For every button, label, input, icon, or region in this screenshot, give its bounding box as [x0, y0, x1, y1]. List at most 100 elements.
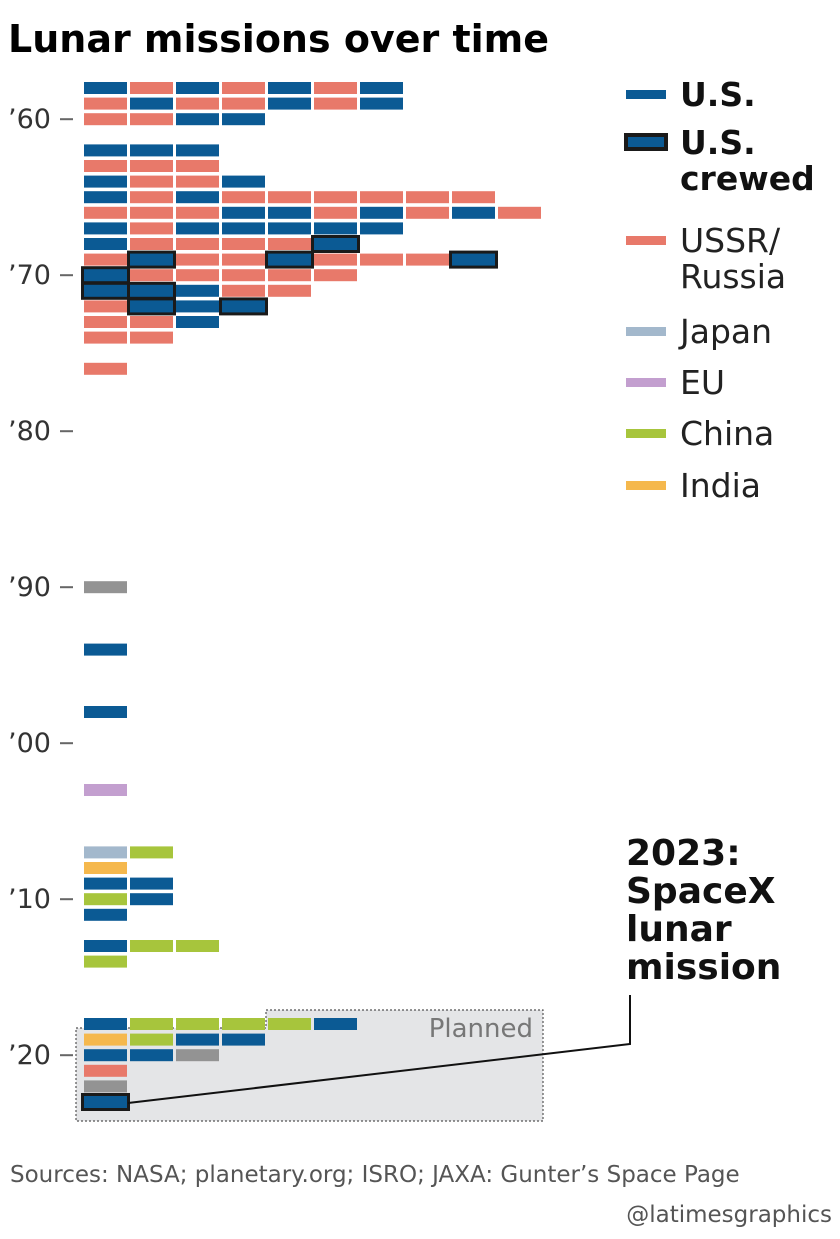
mission-bar — [130, 284, 173, 297]
mission-bar — [84, 846, 127, 859]
mission-bar — [360, 82, 403, 94]
mission-bar — [268, 253, 311, 266]
mission-bar — [84, 877, 127, 890]
mission-bar — [314, 97, 357, 110]
mission-bar — [130, 300, 173, 313]
mission-bar — [130, 269, 173, 282]
mission-bar — [176, 238, 219, 250]
y-tick-label: ’10 — [8, 884, 51, 915]
mission-bar — [130, 1018, 173, 1030]
mission-bar — [406, 206, 449, 219]
mission-bar — [130, 206, 173, 219]
mission-bar — [84, 82, 127, 94]
mission-bar — [314, 82, 357, 94]
legend-label: China — [680, 414, 774, 453]
mission-bar — [84, 206, 127, 219]
mission-bar — [452, 206, 495, 219]
legend-swatch — [626, 90, 666, 99]
mission-bar — [176, 82, 219, 94]
mission-bar — [84, 362, 127, 375]
mission-bar — [222, 253, 265, 266]
mission-bar — [222, 206, 265, 219]
annotation-line-3: lunar — [626, 909, 732, 950]
mission-bar — [84, 1064, 127, 1077]
mission-bar — [452, 191, 495, 204]
mission-bar — [176, 97, 219, 110]
mission-bar — [84, 113, 127, 126]
mission-bar — [130, 97, 173, 110]
mission-bar — [176, 113, 219, 126]
legend-label: India — [680, 466, 761, 505]
mission-bar — [130, 82, 173, 94]
mission-bar — [84, 160, 127, 172]
credit: @latimesgraphics — [626, 1202, 832, 1228]
mission-bar — [222, 284, 265, 297]
y-axis: ’60 ’70 ’80 ’90 ’00 ’10 ’20 — [8, 104, 73, 1071]
annotation-line-4: mission — [626, 947, 781, 988]
mission-bar — [130, 238, 173, 250]
mission-bar — [268, 222, 311, 235]
mission-bar — [84, 284, 127, 297]
mission-bar — [84, 269, 127, 282]
mission-bar — [314, 238, 357, 250]
mission-bar — [406, 191, 449, 204]
mission-bar — [268, 82, 311, 94]
mission-bar — [222, 97, 265, 110]
mission-bar — [222, 175, 265, 188]
mission-bar — [360, 253, 403, 266]
mission-bar — [130, 846, 173, 859]
mission-bar — [84, 1049, 127, 1062]
mission-bar — [84, 222, 127, 235]
mission-bar — [84, 893, 127, 906]
mission-bar — [176, 1018, 219, 1030]
mission-bar — [176, 253, 219, 266]
legend-swatch — [626, 236, 666, 245]
mission-bar — [130, 175, 173, 188]
mission-bar — [314, 206, 357, 219]
mission-bar — [84, 300, 127, 313]
mission-bar — [268, 1018, 311, 1030]
chart-title: Lunar missions over time — [8, 17, 549, 61]
mission-bar — [360, 206, 403, 219]
mission-bar — [84, 1080, 127, 1093]
legend-swatch — [626, 481, 666, 490]
mission-bar — [176, 316, 219, 328]
mission-bar — [130, 877, 173, 890]
mission-bar — [314, 191, 357, 204]
mission-bar — [176, 175, 219, 188]
mission-bar — [84, 316, 127, 328]
mission-bar — [84, 706, 127, 718]
y-tick-label: ’60 — [8, 104, 51, 135]
mission-bar — [452, 253, 495, 266]
mission-bar — [130, 160, 173, 172]
mission-bar — [84, 144, 127, 157]
source-note: Sources: NASA; planetary.org; ISRO; JAXA… — [10, 1162, 740, 1188]
mission-bar — [130, 331, 173, 344]
mission-bar — [84, 97, 127, 110]
mission-bar — [84, 908, 127, 921]
mission-bar — [360, 97, 403, 110]
mission-bar — [268, 238, 311, 250]
mission-bar — [268, 269, 311, 282]
mission-bar — [498, 206, 541, 219]
mission-bar — [130, 253, 173, 266]
legend-swatch — [628, 137, 664, 147]
mission-bar — [130, 113, 173, 126]
spacex-annotation: 2023: SpaceX lunar mission — [127, 833, 781, 1104]
mission-bar — [268, 97, 311, 110]
mission-bar — [84, 191, 127, 204]
mission-bar — [222, 191, 265, 204]
mission-bar — [176, 144, 219, 157]
mission-bar — [222, 1033, 265, 1046]
annotation-line-1: 2023: — [626, 833, 741, 874]
mission-bars — [81, 82, 541, 1111]
mission-bar — [222, 1018, 265, 1030]
mission-bar — [176, 940, 219, 952]
mission-bar — [314, 222, 357, 235]
mission-bar — [84, 1096, 127, 1108]
mission-bar — [222, 300, 265, 313]
planned-label: Planned — [429, 1014, 533, 1044]
annotation-line-2: SpaceX — [626, 871, 776, 912]
y-tick-label: ’80 — [8, 416, 51, 447]
